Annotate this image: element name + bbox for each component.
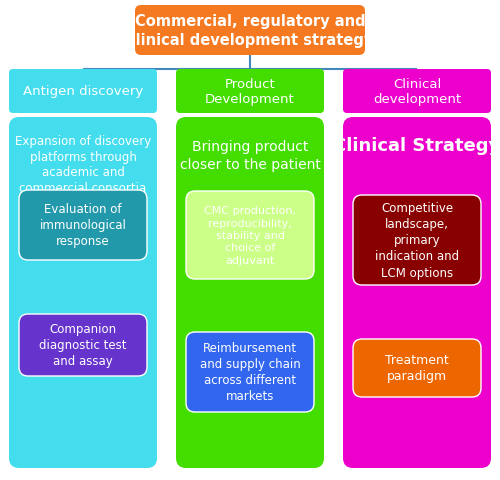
Text: Reimbursement
and supply chain
across different
markets: Reimbursement and supply chain across di… — [200, 342, 300, 403]
Text: Antigen discovery: Antigen discovery — [23, 85, 143, 98]
Text: Expansion of discovery
platforms through
academic and
commercial consortia
and p: Expansion of discovery platforms through… — [15, 134, 151, 211]
Text: Evaluation of
immunological
response: Evaluation of immunological response — [40, 203, 126, 248]
FancyBboxPatch shape — [135, 6, 365, 56]
Text: Commercial, regulatory and
clinical development strategy: Commercial, regulatory and clinical deve… — [127, 14, 373, 48]
Text: Clinical
development: Clinical development — [373, 77, 461, 106]
Text: Bringing product
closer to the patient: Bringing product closer to the patient — [180, 140, 320, 171]
FancyBboxPatch shape — [9, 118, 157, 468]
FancyBboxPatch shape — [9, 70, 157, 114]
FancyBboxPatch shape — [176, 70, 324, 114]
FancyBboxPatch shape — [353, 339, 481, 397]
FancyBboxPatch shape — [19, 314, 147, 376]
FancyBboxPatch shape — [19, 191, 147, 261]
Text: Companion
diagnostic test
and assay: Companion diagnostic test and assay — [39, 323, 127, 368]
FancyBboxPatch shape — [186, 192, 314, 279]
FancyBboxPatch shape — [176, 118, 324, 468]
Text: Treatment
paradigm: Treatment paradigm — [385, 354, 449, 383]
FancyBboxPatch shape — [186, 332, 314, 412]
FancyBboxPatch shape — [343, 70, 491, 114]
FancyBboxPatch shape — [353, 195, 481, 286]
Text: CMC production,
reproducibility,
stability and
choice of
adjuvant: CMC production, reproducibility, stabili… — [204, 206, 296, 265]
Text: Product
Development: Product Development — [205, 77, 295, 106]
Text: Competitive
landscape,
primary
indication and
LCM options: Competitive landscape, primary indicatio… — [375, 202, 459, 279]
Text: Clinical Strategy: Clinical Strategy — [334, 137, 500, 155]
FancyBboxPatch shape — [343, 118, 491, 468]
